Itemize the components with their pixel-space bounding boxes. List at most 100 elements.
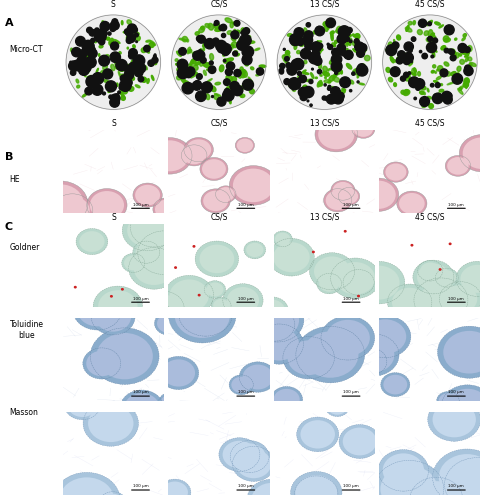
Ellipse shape [238,38,240,42]
Circle shape [429,84,433,87]
Circle shape [358,178,398,212]
Circle shape [457,44,466,52]
Text: 100 μm: 100 μm [448,202,463,206]
Circle shape [177,60,187,70]
Ellipse shape [303,28,306,32]
Ellipse shape [120,88,122,94]
Text: 45 CS/S: 45 CS/S [414,0,444,9]
Ellipse shape [141,77,146,82]
Ellipse shape [348,34,350,36]
Ellipse shape [254,48,259,50]
Ellipse shape [434,72,436,74]
Circle shape [110,42,119,50]
Ellipse shape [462,82,468,87]
Circle shape [383,162,408,182]
Circle shape [135,244,157,261]
Ellipse shape [134,30,137,37]
Circle shape [313,256,349,286]
Circle shape [450,462,484,500]
Ellipse shape [78,38,83,44]
Circle shape [311,52,313,54]
Ellipse shape [303,96,307,98]
Circle shape [455,262,484,296]
Circle shape [232,168,273,202]
Ellipse shape [121,96,125,100]
Circle shape [196,74,202,80]
Circle shape [297,72,301,76]
Circle shape [458,134,484,172]
Circle shape [378,450,428,491]
Circle shape [300,420,334,448]
Ellipse shape [120,92,124,97]
Circle shape [318,120,354,150]
Circle shape [70,70,76,75]
Circle shape [230,31,239,39]
Ellipse shape [205,24,210,28]
Circle shape [272,242,309,272]
Ellipse shape [346,42,348,46]
Circle shape [204,280,225,298]
Ellipse shape [406,74,409,78]
Ellipse shape [322,22,328,26]
Circle shape [85,56,96,68]
Ellipse shape [352,68,357,72]
Circle shape [340,50,346,56]
Ellipse shape [390,56,393,63]
Ellipse shape [110,64,115,70]
Circle shape [121,254,145,272]
Ellipse shape [330,34,333,40]
Circle shape [390,67,399,76]
Circle shape [124,70,134,80]
Text: 13 CS/S: 13 CS/S [309,0,338,9]
Ellipse shape [231,37,235,41]
Circle shape [101,494,124,500]
Circle shape [287,78,300,90]
Ellipse shape [206,69,211,71]
Ellipse shape [127,71,130,74]
Circle shape [137,231,191,274]
Circle shape [218,438,259,472]
Circle shape [323,188,351,212]
Circle shape [89,30,95,36]
Ellipse shape [319,74,321,76]
Ellipse shape [437,66,442,71]
Ellipse shape [187,47,190,54]
Ellipse shape [342,40,347,46]
Circle shape [351,120,374,139]
Circle shape [85,88,92,95]
Circle shape [124,65,135,75]
Ellipse shape [226,58,233,61]
Circle shape [325,397,348,416]
Ellipse shape [124,72,127,76]
Ellipse shape [315,48,322,51]
Ellipse shape [287,34,291,36]
Circle shape [448,243,450,244]
Ellipse shape [456,66,460,71]
Circle shape [229,166,277,205]
Circle shape [64,14,162,111]
Circle shape [82,63,91,72]
Circle shape [128,52,135,59]
Ellipse shape [125,72,131,74]
Ellipse shape [327,81,330,83]
Circle shape [242,55,252,65]
Ellipse shape [229,22,233,28]
Circle shape [245,243,263,257]
Ellipse shape [423,31,428,36]
Ellipse shape [209,54,213,60]
Ellipse shape [454,38,456,40]
Text: 100 μm: 100 μm [238,202,253,206]
Circle shape [222,90,234,101]
Ellipse shape [450,72,455,76]
Ellipse shape [180,60,182,62]
Text: 100 μm: 100 μm [343,390,358,394]
Ellipse shape [293,62,300,66]
Circle shape [203,190,227,211]
Circle shape [316,274,341,294]
Circle shape [208,66,215,74]
Circle shape [222,284,262,317]
Ellipse shape [413,73,415,76]
Ellipse shape [334,63,337,66]
Circle shape [119,86,123,89]
Circle shape [188,73,191,76]
